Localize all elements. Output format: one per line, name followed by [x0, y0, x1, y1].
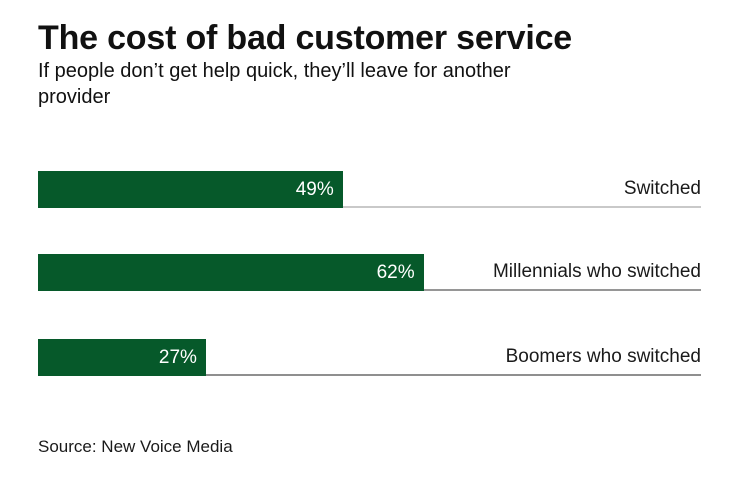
bar-value-label: 27%	[158, 347, 197, 368]
bar-millennials: 62%	[38, 254, 424, 291]
category-label-switched: Switched	[623, 178, 701, 199]
bar-boomers: 27%	[38, 339, 206, 376]
bar-row-boomers: 27% Boomers who switched	[38, 339, 701, 376]
bar-value-label: 49%	[295, 179, 334, 200]
bar-row-switched: 49% Switched	[38, 171, 701, 208]
bar-switched: 49%	[38, 171, 343, 208]
bar-chart: 49% Switched 62% Millennials who switche…	[38, 171, 701, 376]
category-label-millennials: Millennials who switched	[492, 261, 701, 282]
category-label-boomers: Boomers who switched	[505, 346, 701, 367]
subtitle-line-1: If people don’t get help quick, they’ll …	[38, 60, 511, 82]
bar-row-millennials: 62% Millennials who switched	[38, 254, 701, 291]
subtitle-line-2: provider	[38, 86, 111, 108]
chart-title: The cost of bad customer service	[38, 19, 572, 57]
bar-value-label: 62%	[376, 262, 415, 283]
chart-subtitle: If people don’t get help quick, they’ll …	[38, 58, 511, 110]
source-note: Source: New Voice Media	[38, 437, 233, 456]
